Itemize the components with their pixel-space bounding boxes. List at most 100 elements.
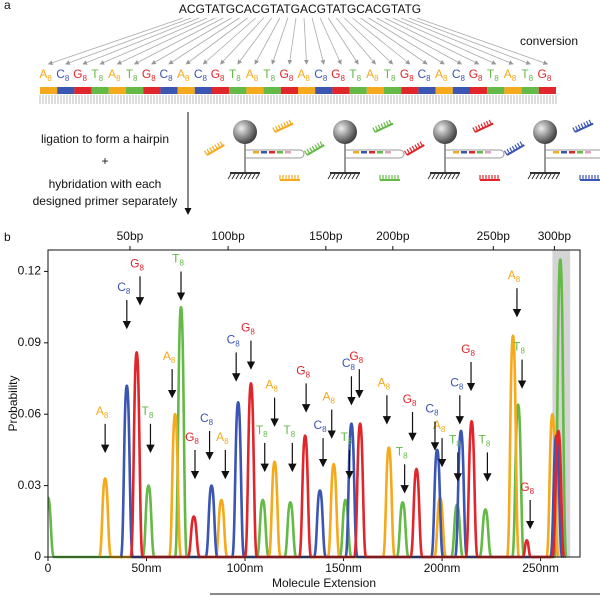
converted-letter: G8 xyxy=(331,67,345,83)
subscript: 8 xyxy=(168,74,173,83)
peak-label: G8 xyxy=(461,342,475,358)
primer xyxy=(379,175,400,181)
peak-label: C8 xyxy=(450,375,464,391)
primer-tooth xyxy=(306,148,311,154)
peak-label: G8 xyxy=(241,321,255,337)
x2-tick-label: 150bp xyxy=(309,229,343,243)
primer-tooth xyxy=(383,122,387,128)
hatch xyxy=(551,173,556,180)
subscript: 8 xyxy=(273,385,278,394)
hatch xyxy=(255,173,260,180)
hatch xyxy=(351,173,356,180)
hairpin-stripe xyxy=(353,151,359,154)
subscript: 8 xyxy=(530,487,535,496)
peak-label: C8 xyxy=(342,356,356,372)
hatch xyxy=(327,173,332,180)
letter: G xyxy=(241,321,250,335)
color-block xyxy=(212,87,230,94)
letter: G xyxy=(461,342,470,356)
color-block xyxy=(246,87,264,94)
converted-letter: T8 xyxy=(521,67,533,83)
primer xyxy=(503,141,525,156)
color-block xyxy=(521,87,539,94)
converted-letter: C8 xyxy=(56,67,70,83)
hatch xyxy=(343,173,348,180)
converted-letter: A8 xyxy=(297,67,310,83)
subscript: 8 xyxy=(459,382,464,391)
subscript: 8 xyxy=(486,439,491,448)
hatch xyxy=(527,173,532,180)
hatch xyxy=(355,173,360,180)
y-tick-label: 0.03 xyxy=(18,478,42,492)
fan-arrow xyxy=(287,17,297,65)
primer-tooth xyxy=(206,148,211,154)
hatch xyxy=(543,173,548,180)
fan-arrow xyxy=(384,17,480,65)
peak-label: A8 xyxy=(433,418,446,434)
color-block xyxy=(229,87,247,94)
primer-tooth xyxy=(288,119,292,125)
letter: C xyxy=(200,411,209,425)
fan-arrow xyxy=(336,17,376,65)
primer-tooth xyxy=(385,120,390,126)
peak-label: A8 xyxy=(265,378,278,394)
primer-tooth xyxy=(314,144,318,150)
subscript: 8 xyxy=(305,74,310,83)
peak-label: C8 xyxy=(425,402,439,418)
fan-arrow xyxy=(311,17,326,65)
letter: G xyxy=(185,430,194,444)
hatch xyxy=(439,173,444,180)
primer xyxy=(579,175,600,181)
hatch xyxy=(243,173,248,180)
primer xyxy=(279,175,300,181)
primer-tooth xyxy=(480,123,484,129)
color-block xyxy=(332,87,350,94)
subscript: 8 xyxy=(306,370,311,379)
letter: G xyxy=(142,67,151,81)
hairpin xyxy=(445,149,505,159)
subscript: 8 xyxy=(391,74,396,83)
converted-letter: G8 xyxy=(211,67,225,83)
hatch xyxy=(247,173,252,180)
fan-arrow xyxy=(344,17,394,65)
primer-backbone xyxy=(374,122,394,133)
hatch xyxy=(235,173,240,180)
hatch xyxy=(335,173,340,180)
panel-label: a xyxy=(4,0,11,12)
fan-arrow xyxy=(185,17,248,65)
subscript: 8 xyxy=(254,74,259,83)
subscript: 8 xyxy=(179,259,184,268)
x-tick-label: 250nm xyxy=(522,561,559,575)
letter: C xyxy=(452,67,461,81)
peak-label: T8 xyxy=(256,423,268,439)
letter: T xyxy=(349,67,357,81)
peak-label: G8 xyxy=(349,349,363,365)
bead xyxy=(233,120,257,144)
subscript: 8 xyxy=(149,411,154,420)
primer-tooth xyxy=(403,150,408,156)
color-block xyxy=(160,87,178,94)
primer-tooth xyxy=(275,125,279,131)
color-block xyxy=(452,87,470,94)
converted-letter: A8 xyxy=(504,67,517,83)
hatch xyxy=(347,173,352,180)
primer-tooth xyxy=(588,119,592,125)
letter: C xyxy=(450,375,459,389)
primer-tooth xyxy=(388,119,392,125)
color-block xyxy=(143,87,161,94)
converted-letter: T8 xyxy=(487,67,499,83)
peak-label: C8 xyxy=(200,411,214,427)
hairpin-stripe xyxy=(569,151,575,154)
peak-label: G8 xyxy=(403,392,417,408)
primer-tooth xyxy=(319,141,324,147)
letter: A xyxy=(265,378,273,392)
primer xyxy=(303,141,325,156)
color-block xyxy=(40,87,58,94)
x2-tick-label: 50bp xyxy=(117,229,144,243)
subscript: 8 xyxy=(82,74,87,83)
letter: A xyxy=(246,67,254,81)
primer-tooth xyxy=(277,124,281,130)
subscript: 8 xyxy=(139,263,144,272)
primer-tooth xyxy=(380,123,384,129)
